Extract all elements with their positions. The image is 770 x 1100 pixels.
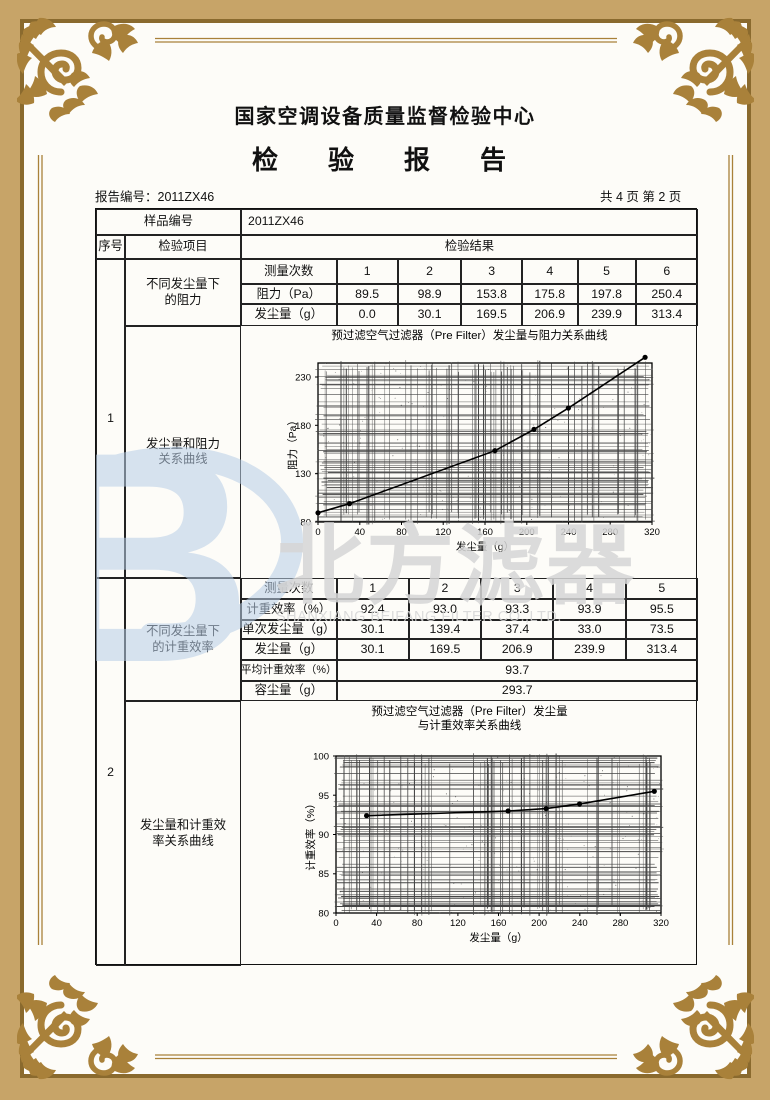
svg-text:160: 160 <box>491 918 507 929</box>
svg-text:计重效率（%）: 计重效率（%） <box>304 798 317 870</box>
svg-text:发尘量（g）: 发尘量（g） <box>456 540 514 553</box>
svg-text:200: 200 <box>531 918 547 929</box>
svg-text:80: 80 <box>300 517 311 528</box>
svg-text:100: 100 <box>313 752 329 763</box>
svg-text:120: 120 <box>435 527 451 538</box>
svg-text:阻力（Pa）: 阻力（Pa） <box>286 415 299 470</box>
svg-text:320: 320 <box>653 918 669 929</box>
svg-text:80: 80 <box>412 918 423 929</box>
svg-text:40: 40 <box>355 527 366 538</box>
svg-text:0: 0 <box>333 918 338 929</box>
svg-text:320: 320 <box>644 527 660 538</box>
svg-text:80: 80 <box>318 909 329 920</box>
svg-text:40: 40 <box>371 918 382 929</box>
svg-text:200: 200 <box>519 527 535 538</box>
svg-text:120: 120 <box>450 918 466 929</box>
svg-text:90: 90 <box>318 830 329 841</box>
svg-text:280: 280 <box>612 918 628 929</box>
svg-text:280: 280 <box>602 527 618 538</box>
svg-text:85: 85 <box>318 869 329 880</box>
svg-text:80: 80 <box>396 527 407 538</box>
svg-text:230: 230 <box>295 372 311 383</box>
svg-text:160: 160 <box>477 527 493 538</box>
svg-text:95: 95 <box>318 791 329 802</box>
svg-text:与计重效率关系曲线: 与计重效率关系曲线 <box>418 718 522 732</box>
svg-text:发尘量（g）: 发尘量（g） <box>469 931 527 944</box>
svg-text:预过滤空气过滤器（Pre Filter）发尘量: 预过滤空气过滤器（Pre Filter）发尘量 <box>371 704 567 718</box>
svg-text:240: 240 <box>572 918 588 929</box>
svg-text:预过滤空气过滤器（Pre Filter）发尘量与阻力关系曲线: 预过滤空气过滤器（Pre Filter）发尘量与阻力关系曲线 <box>331 328 608 342</box>
svg-text:0: 0 <box>315 527 320 538</box>
svg-text:240: 240 <box>561 527 577 538</box>
